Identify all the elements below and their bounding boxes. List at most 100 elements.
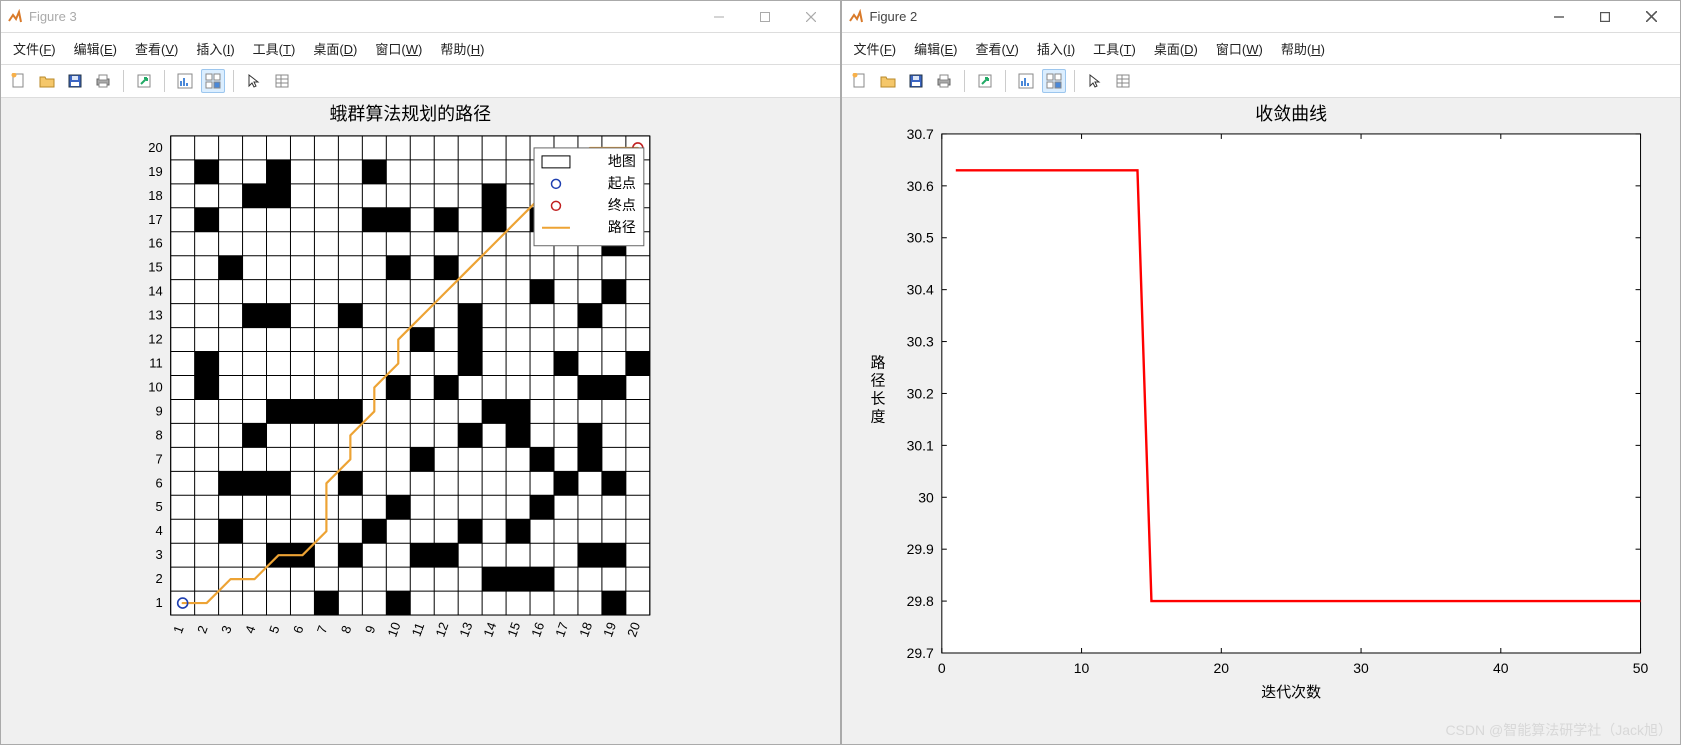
svg-text:7: 7	[314, 624, 331, 636]
svg-text:30.2: 30.2	[906, 385, 933, 401]
toolbar-plot1-icon[interactable]	[173, 69, 197, 93]
menu-item[interactable]: 查看(V)	[135, 39, 178, 58]
menu-item[interactable]: 桌面(D)	[1154, 39, 1198, 58]
svg-text:10: 10	[148, 379, 162, 394]
svg-text:17: 17	[148, 212, 162, 227]
svg-text:29.9: 29.9	[906, 541, 933, 557]
menubar: 文件(F) 编辑(E) 查看(V) 插入(I) 工具(T) 桌面(D) 窗口(W) 帮助(H)	[1, 33, 840, 65]
svg-text:度: 度	[870, 408, 885, 425]
window-title: Figure 3	[29, 9, 690, 24]
window-buttons	[696, 1, 834, 33]
svg-text:地图: 地图	[608, 153, 636, 169]
chart-canvas: 蛾群算法规划的路径1234567891011121314151617181920…	[1, 98, 840, 744]
svg-text:29.8: 29.8	[906, 593, 933, 609]
matlab-icon	[7, 9, 23, 25]
svg-text:蛾群算法规划的路径: 蛾群算法规划的路径	[329, 104, 491, 124]
toolbar-insp-icon[interactable]	[270, 69, 294, 93]
svg-text:7: 7	[155, 451, 162, 466]
toolbar-new-icon[interactable]	[7, 69, 31, 93]
svg-text:收敛曲线: 收敛曲线	[1255, 104, 1327, 124]
menu-item[interactable]: 工具(T)	[253, 39, 296, 58]
svg-text:40: 40	[1493, 660, 1509, 676]
svg-text:路: 路	[870, 355, 885, 372]
svg-text:径: 径	[870, 372, 885, 389]
svg-text:3: 3	[155, 547, 162, 562]
svg-text:30.1: 30.1	[906, 437, 933, 453]
menu-item[interactable]: 插入(I)	[196, 39, 234, 58]
menu-item[interactable]: 帮助(H)	[1281, 39, 1325, 58]
close-button[interactable]	[1628, 1, 1674, 33]
svg-text:1: 1	[155, 595, 162, 610]
titlebar: Figure 2	[842, 1, 1681, 33]
menu-item[interactable]: 帮助(H)	[440, 39, 484, 58]
svg-text:30.7: 30.7	[906, 126, 933, 142]
figure-window-3: Figure 3 文件(F) 编辑(E) 查看(V) 插入(I) 工具(T) 桌面(D) 窗…	[0, 0, 841, 745]
toolbar-insp-icon[interactable]	[1111, 69, 1135, 93]
toolbar-open-icon[interactable]	[35, 69, 59, 93]
svg-text:30.5: 30.5	[906, 230, 933, 246]
menu-item[interactable]: 文件(F)	[854, 39, 897, 58]
toolbar-print-icon[interactable]	[91, 69, 115, 93]
maximize-button[interactable]	[1582, 1, 1628, 33]
minimize-button[interactable]	[696, 1, 742, 33]
menu-item[interactable]: 工具(T)	[1093, 39, 1136, 58]
svg-text:8: 8	[338, 624, 355, 636]
svg-text:14: 14	[480, 620, 499, 639]
svg-text:8: 8	[155, 427, 162, 442]
toolbar-cursor-icon[interactable]	[242, 69, 266, 93]
svg-text:起点: 起点	[608, 175, 636, 191]
toolbar-new-icon[interactable]	[848, 69, 872, 93]
menu-item[interactable]: 窗口(W)	[375, 39, 422, 58]
svg-text:14: 14	[148, 284, 162, 299]
menu-item[interactable]: 窗口(W)	[1216, 39, 1263, 58]
menubar: 文件(F) 编辑(E) 查看(V) 插入(I) 工具(T) 桌面(D) 窗口(W) 帮助(H)	[842, 33, 1681, 65]
svg-text:30.4: 30.4	[906, 282, 933, 298]
svg-text:13: 13	[456, 620, 475, 639]
svg-text:0: 0	[937, 660, 945, 676]
toolbar-plot2-icon[interactable]	[201, 69, 225, 93]
toolbar-save-icon[interactable]	[904, 69, 928, 93]
menu-item[interactable]: 查看(V)	[976, 39, 1019, 58]
menu-item[interactable]: 插入(I)	[1037, 39, 1075, 58]
maximize-button[interactable]	[742, 1, 788, 33]
svg-text:10: 10	[1073, 660, 1089, 676]
svg-text:3: 3	[218, 624, 235, 636]
svg-text:30: 30	[1353, 660, 1369, 676]
svg-text:4: 4	[242, 624, 259, 636]
svg-text:20: 20	[148, 140, 162, 155]
svg-text:5: 5	[155, 499, 162, 514]
close-button[interactable]	[788, 1, 834, 33]
svg-text:12: 12	[148, 332, 162, 347]
menu-item[interactable]: 编辑(E)	[914, 39, 957, 58]
toolbar-cursor-icon[interactable]	[1083, 69, 1107, 93]
svg-text:终点: 终点	[608, 197, 636, 213]
svg-text:30.6: 30.6	[906, 178, 933, 194]
svg-text:50: 50	[1632, 660, 1648, 676]
grid-path-chart: 蛾群算法规划的路径1234567891011121314151617181920…	[1, 98, 839, 737]
toolbar-plot2-icon[interactable]	[1042, 69, 1066, 93]
svg-text:10: 10	[385, 620, 404, 639]
matlab-icon	[848, 9, 864, 25]
window-buttons	[1536, 1, 1674, 33]
menu-item[interactable]: 编辑(E)	[74, 39, 117, 58]
toolbar-plot1-icon[interactable]	[1014, 69, 1038, 93]
convergence-line-chart: 收敛曲线29.729.829.93030.130.230.330.430.530…	[842, 98, 1680, 737]
toolbar-open-icon[interactable]	[876, 69, 900, 93]
svg-text:2: 2	[194, 624, 211, 636]
toolbar-save-icon[interactable]	[63, 69, 87, 93]
toolbar-print-icon[interactable]	[932, 69, 956, 93]
toolbar-link-icon[interactable]	[973, 69, 997, 93]
svg-text:1: 1	[170, 624, 187, 636]
svg-text:迭代次数: 迭代次数	[1261, 684, 1321, 701]
toolbar-link-icon[interactable]	[132, 69, 156, 93]
minimize-button[interactable]	[1536, 1, 1582, 33]
svg-text:18: 18	[576, 620, 595, 639]
svg-text:16: 16	[148, 236, 162, 251]
svg-text:6: 6	[290, 624, 307, 636]
svg-text:19: 19	[600, 620, 619, 639]
svg-text:13: 13	[148, 308, 162, 323]
svg-text:路径: 路径	[608, 219, 636, 235]
menu-item[interactable]: 桌面(D)	[313, 39, 357, 58]
menu-item[interactable]: 文件(F)	[13, 39, 56, 58]
titlebar: Figure 3	[1, 1, 840, 33]
